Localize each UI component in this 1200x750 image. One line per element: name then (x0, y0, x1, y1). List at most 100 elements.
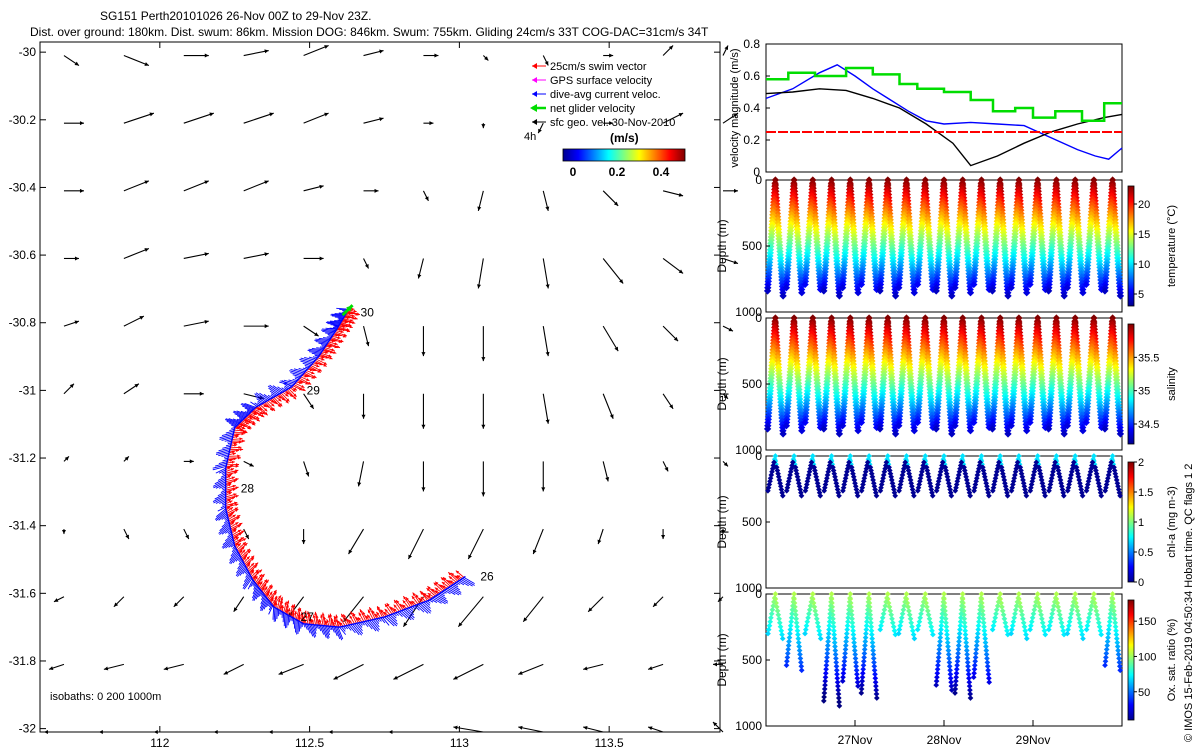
dac-vector (254, 393, 267, 402)
dac-vector (215, 482, 226, 489)
sal-profile-points (763, 314, 1125, 438)
geostrophic-vector-field (43, 45, 739, 734)
map-ytick-label: -31.8 (9, 654, 37, 668)
temp-point (835, 292, 844, 300)
geo-vector (98, 730, 124, 734)
dac-vector (222, 459, 228, 462)
geo-vector (363, 117, 384, 124)
swim-vector (228, 514, 241, 522)
date-tick-label: 29Nov (1016, 733, 1051, 747)
dac-vector (450, 585, 462, 593)
dac-vector (304, 364, 310, 368)
swim-vector (312, 614, 317, 625)
swim-vector (335, 330, 344, 334)
track-line (224, 308, 466, 628)
dac-vector (346, 625, 352, 631)
dac-vector (453, 583, 459, 588)
swim-vector (226, 463, 240, 467)
geo-vector (183, 391, 204, 396)
swim-vector (250, 569, 259, 578)
legend-entry-dac: dive-avg current veloc. (532, 89, 661, 101)
dac-vector (258, 590, 262, 598)
geo-vector (542, 393, 550, 424)
dac-vector (224, 438, 233, 442)
map-legend: 25cm/s swim vector GPS surface velocity … (524, 61, 686, 179)
dac-vector (372, 619, 380, 628)
geo-vector (357, 461, 365, 487)
geo-vector (722, 188, 738, 193)
oxy-point (877, 626, 884, 633)
dac-vector (244, 411, 250, 414)
dac-vector (382, 617, 390, 626)
swim-vector (357, 617, 363, 623)
swim-vector (296, 381, 303, 385)
dac-vector (406, 608, 415, 616)
swim-vector (324, 347, 335, 352)
oxy-point (989, 626, 996, 633)
swim-vector (291, 386, 298, 391)
legend-entry-geo: sfc geo. vel. 30-Nov-2010 (532, 117, 675, 129)
dac-vector (219, 435, 233, 440)
dac-vector (433, 596, 446, 605)
dac-vector (288, 379, 297, 383)
net-velocity-arrow (341, 304, 354, 317)
swim-vector (225, 488, 236, 493)
swim-vector (262, 402, 270, 408)
dac-vector (299, 358, 314, 364)
temp-point (857, 280, 866, 289)
dac-vector (218, 469, 226, 474)
dac-vector (316, 347, 324, 350)
geo-vector (183, 319, 209, 327)
swim-vector (335, 614, 339, 628)
geo-vector (123, 112, 155, 124)
geo-vector (63, 456, 70, 462)
dac-vector (236, 418, 242, 422)
swim-vector (272, 595, 282, 607)
swim-vector (327, 614, 332, 627)
dac-vector (224, 534, 233, 542)
geo-vector (183, 180, 209, 192)
swim-vector (331, 336, 344, 343)
swim-vector (339, 323, 353, 329)
dac-vector (218, 523, 230, 534)
dac-vector (215, 508, 227, 518)
swim-vector (240, 548, 251, 558)
dac-vector (236, 562, 245, 574)
dac-vector (253, 588, 261, 602)
dac-vector (267, 385, 280, 395)
swim-vector (433, 582, 444, 592)
sal-colorbar-tick-label: 35.5 (1138, 352, 1159, 364)
swim-vector (426, 587, 436, 597)
swim-vector (230, 524, 242, 531)
dac-vector (255, 589, 261, 600)
geo-vector (123, 383, 140, 395)
sal-colorbar-tick-label: 35 (1138, 386, 1150, 398)
geo-vector (541, 461, 546, 492)
swim-vector (271, 596, 278, 605)
dac-vector (218, 452, 230, 457)
dac-vector (367, 620, 377, 632)
velocity-series (765, 64, 1123, 167)
geo-vector (183, 252, 209, 260)
dac-vector (217, 476, 226, 481)
swim-vector (285, 390, 294, 398)
swim-vector (263, 584, 273, 595)
dac-vector (254, 402, 259, 406)
map-ticks: 112 112.5 113 113.5-30-30.2-30.4-30.6-30.8-… (9, 42, 720, 750)
swim-vector (254, 573, 263, 584)
dac-vector (348, 624, 356, 634)
dac-vector (250, 401, 258, 407)
geo-vector (53, 596, 65, 603)
oxy-point (967, 695, 974, 701)
velocity-axes-frame (765, 43, 1123, 173)
geo-vector (48, 663, 65, 670)
swim-vector (447, 571, 459, 582)
geo-vector (63, 320, 80, 327)
map-xtick-label: 112.5 (295, 736, 324, 750)
sal-colorbar-label: salinity (1166, 367, 1178, 401)
dac-vector (228, 418, 241, 423)
dac-vector (308, 356, 317, 360)
dac-vector (227, 533, 233, 538)
legend-label-dac: dive-avg current veloc. (550, 89, 661, 101)
